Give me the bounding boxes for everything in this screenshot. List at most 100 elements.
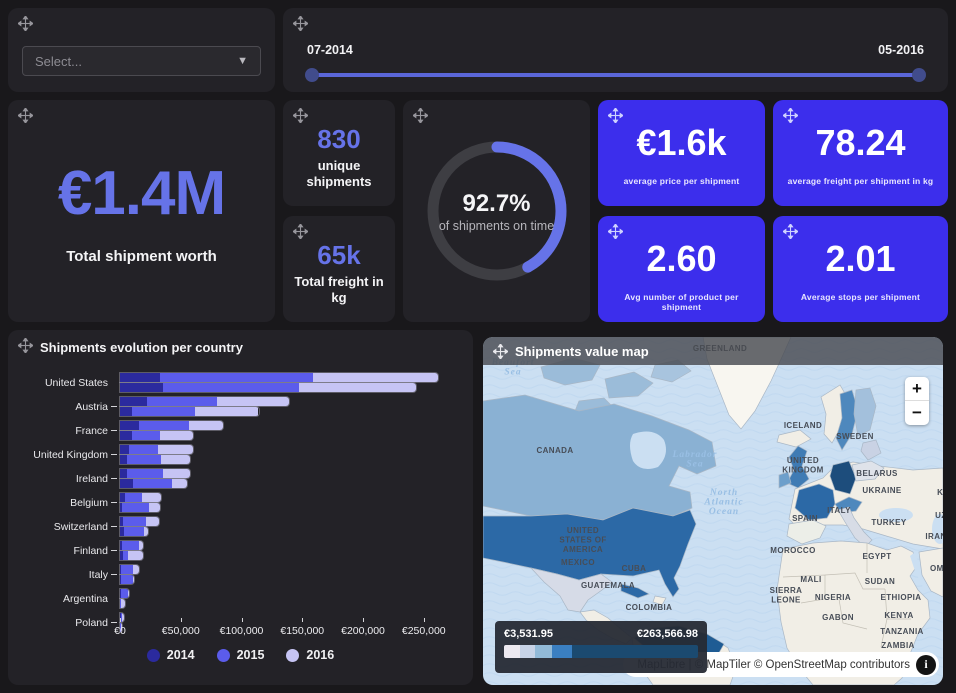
bar-segment-2015[interactable] bbox=[121, 565, 133, 574]
bar-segment-2014[interactable] bbox=[120, 469, 128, 478]
bar-segment-2015[interactable] bbox=[127, 455, 162, 464]
zoom-out-button[interactable]: − bbox=[905, 401, 929, 425]
stacked-bar[interactable] bbox=[120, 613, 124, 622]
drag-handle-icon[interactable] bbox=[608, 224, 623, 239]
legend-item-2014[interactable]: 2014 bbox=[146, 648, 195, 662]
bar-segment-2014[interactable] bbox=[120, 421, 140, 430]
stacked-bar[interactable] bbox=[120, 541, 144, 550]
bar-segment-2016[interactable] bbox=[161, 455, 191, 464]
slider-track[interactable] bbox=[307, 73, 924, 77]
bar-segment-2014[interactable] bbox=[120, 373, 161, 382]
bar-segment-2014[interactable] bbox=[120, 517, 124, 526]
bar-segment-2016[interactable] bbox=[160, 431, 193, 440]
bar-segment-2016[interactable] bbox=[313, 373, 439, 382]
bar-segment-2016[interactable] bbox=[144, 527, 148, 536]
bar-segment-2014[interactable] bbox=[120, 527, 124, 536]
bar-segment-2015[interactable] bbox=[132, 407, 196, 416]
bar-segment-2016[interactable] bbox=[217, 397, 289, 406]
bar-segment-2016[interactable] bbox=[121, 599, 125, 608]
bar-segment-2016[interactable] bbox=[141, 493, 162, 502]
drag-handle-icon[interactable] bbox=[293, 108, 308, 123]
country-select[interactable]: Select... ▼ bbox=[22, 46, 261, 76]
stacked-bar[interactable] bbox=[120, 503, 161, 512]
stacked-bar[interactable] bbox=[120, 589, 130, 598]
bar-segment-2015[interactable] bbox=[120, 613, 123, 622]
legend-item-2015[interactable]: 2015 bbox=[216, 648, 264, 662]
bar-segment-2015[interactable] bbox=[146, 397, 218, 406]
stacked-bar[interactable] bbox=[120, 527, 148, 536]
bar-segment-2016[interactable] bbox=[162, 469, 191, 478]
bar-segment-2015[interactable] bbox=[121, 503, 149, 512]
bar-segment-2016[interactable] bbox=[172, 479, 187, 488]
stacked-bar[interactable] bbox=[120, 623, 123, 632]
drag-handle-icon[interactable] bbox=[783, 224, 798, 239]
drag-handle-icon[interactable] bbox=[18, 108, 33, 123]
bar-segment-2014[interactable] bbox=[120, 541, 122, 550]
bar-segment-2016[interactable] bbox=[122, 613, 124, 622]
bar-segment-2015[interactable] bbox=[132, 431, 161, 440]
bar-segment-2015[interactable] bbox=[160, 373, 314, 382]
stacked-bar[interactable] bbox=[120, 479, 187, 488]
bar-segment-2015[interactable] bbox=[121, 541, 140, 550]
drag-handle-icon[interactable] bbox=[18, 338, 33, 353]
stacked-bar[interactable] bbox=[120, 421, 224, 430]
bar-segment-2015[interactable] bbox=[162, 383, 299, 392]
drag-handle-icon[interactable] bbox=[608, 108, 623, 123]
bar-segment-2016[interactable] bbox=[189, 421, 224, 430]
bar-segment-2014[interactable] bbox=[120, 407, 133, 416]
drag-handle-icon[interactable] bbox=[293, 224, 308, 239]
bar-segment-2016[interactable] bbox=[145, 517, 159, 526]
bar-segment-2016[interactable] bbox=[128, 589, 130, 598]
stacked-bar[interactable] bbox=[120, 493, 162, 502]
drag-handle-icon[interactable] bbox=[293, 16, 308, 31]
bar-segment-2014[interactable] bbox=[120, 397, 147, 406]
stacked-bar[interactable] bbox=[120, 565, 140, 574]
bar-segment-2015[interactable] bbox=[139, 421, 190, 430]
bar-segment-2015[interactable] bbox=[127, 469, 163, 478]
bar-segment-2014[interactable] bbox=[120, 383, 163, 392]
bar-segment-2015[interactable] bbox=[120, 589, 129, 598]
bar-segment-2016[interactable] bbox=[128, 551, 144, 560]
bar-segment-2014[interactable] bbox=[120, 613, 121, 622]
stacked-bar[interactable] bbox=[120, 373, 439, 382]
stacked-bar[interactable] bbox=[120, 407, 259, 416]
slider-handle-end[interactable] bbox=[912, 68, 926, 82]
bar-segment-2015[interactable] bbox=[133, 479, 173, 488]
stacked-bar[interactable] bbox=[120, 469, 191, 478]
bar-segment-2014[interactable] bbox=[120, 455, 128, 464]
bar-segment-2016[interactable] bbox=[148, 503, 161, 512]
stacked-bar[interactable] bbox=[120, 575, 134, 584]
drag-handle-icon[interactable] bbox=[783, 108, 798, 123]
stacked-bar[interactable] bbox=[120, 383, 417, 392]
bar-segment-2016[interactable] bbox=[121, 623, 123, 632]
bar-segment-2014[interactable] bbox=[120, 479, 134, 488]
bar-segment-2016[interactable] bbox=[157, 445, 193, 454]
bar-segment-2016[interactable] bbox=[139, 541, 144, 550]
zoom-in-button[interactable]: + bbox=[905, 377, 929, 401]
bar-segment-2014[interactable] bbox=[120, 551, 124, 560]
legend-item-2016[interactable]: 2016 bbox=[286, 648, 334, 662]
bar-segment-2015[interactable] bbox=[121, 575, 133, 584]
bar-segment-2016[interactable] bbox=[195, 407, 259, 416]
bar-segment-2014[interactable] bbox=[120, 575, 122, 584]
bar-segment-2016[interactable] bbox=[132, 575, 134, 584]
bar-segment-2015[interactable] bbox=[124, 493, 142, 502]
bar-segment-2016[interactable] bbox=[132, 565, 140, 574]
bar-segment-2015[interactable] bbox=[123, 527, 145, 536]
bar-segment-2015[interactable] bbox=[120, 599, 122, 608]
bar-segment-2015[interactable] bbox=[120, 623, 122, 632]
bar-segment-2014[interactable] bbox=[120, 431, 133, 440]
stacked-bar[interactable] bbox=[120, 455, 191, 464]
bar-segment-2014[interactable] bbox=[120, 503, 122, 512]
bar-segment-2014[interactable] bbox=[120, 565, 122, 574]
info-icon[interactable]: i bbox=[916, 654, 936, 675]
stacked-bar[interactable] bbox=[120, 551, 144, 560]
drag-handle-icon[interactable] bbox=[493, 344, 508, 359]
bar-segment-2015[interactable] bbox=[128, 445, 158, 454]
bar-segment-2015[interactable] bbox=[123, 551, 128, 560]
stacked-bar[interactable] bbox=[120, 431, 193, 440]
bar-segment-2014[interactable] bbox=[120, 589, 121, 598]
stacked-bar[interactable] bbox=[120, 445, 193, 454]
slider-handle-start[interactable] bbox=[305, 68, 319, 82]
bar-segment-2015[interactable] bbox=[123, 517, 146, 526]
